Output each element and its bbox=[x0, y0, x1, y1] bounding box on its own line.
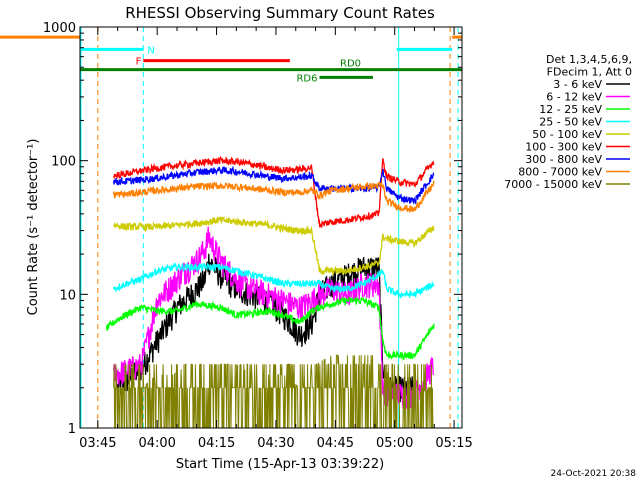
data-series bbox=[105, 155, 435, 429]
series-line-6 bbox=[112, 165, 435, 205]
x-tick-label: 03:45 bbox=[79, 436, 116, 451]
flag-label-n: N bbox=[147, 45, 154, 56]
legend-label: 25 - 50 keV bbox=[539, 116, 602, 129]
legend-header-line-1: FDecim 1, Att 0 bbox=[547, 66, 632, 79]
y-tick-label: 100 bbox=[51, 155, 76, 170]
series-line-4 bbox=[113, 216, 435, 277]
x-tick-label: 05:15 bbox=[435, 436, 472, 451]
y-tick-label: 10 bbox=[59, 288, 76, 303]
plot-frame bbox=[79, 26, 463, 429]
y-axis-label: Count Rate (s⁻¹ detector⁻¹) bbox=[26, 139, 41, 316]
legend-label: 6 - 12 keV bbox=[546, 91, 602, 104]
series-line-2 bbox=[105, 296, 435, 361]
legend-label: 100 - 300 keV bbox=[525, 141, 602, 154]
series-line-8 bbox=[113, 354, 434, 429]
legend-label: 12 - 25 keV bbox=[539, 103, 602, 116]
flag-bars: SNFRD0RD6 bbox=[0, 35, 462, 84]
legend-label: 50 - 100 keV bbox=[532, 128, 602, 141]
y-tick-label: 1 bbox=[68, 422, 76, 437]
flag-label-rd0: RD0 bbox=[340, 59, 361, 70]
footer-timestamp: 24-Oct-2021 20:38 bbox=[551, 469, 637, 479]
legend-label: 800 - 7000 keV bbox=[518, 166, 602, 179]
legend-label: 300 - 800 keV bbox=[525, 153, 602, 166]
legend-header-line-0: Det 1,3,4,5,6,9, bbox=[546, 53, 632, 66]
flag-label-rd6: RD6 bbox=[296, 73, 317, 84]
y-axis: 1 10 100 1000 bbox=[43, 21, 462, 437]
series-line-5 bbox=[113, 155, 435, 228]
series-line-7 bbox=[112, 180, 435, 214]
flag-label-f: F bbox=[136, 57, 142, 68]
x-tick-label: 04:30 bbox=[257, 436, 294, 451]
y-tick-label: 1000 bbox=[43, 21, 76, 36]
x-tick-label: 04:15 bbox=[198, 436, 235, 451]
x-tick-label: 04:00 bbox=[138, 436, 175, 451]
legend-label: 3 - 6 keV bbox=[553, 78, 602, 91]
x-tick-label: 04:45 bbox=[317, 436, 354, 451]
x-axis: 03:45 04:00 04:15 04:30 04:45 05:00 05:15 bbox=[79, 27, 473, 451]
legend: Det 1,3,4,5,6,9,FDecim 1, Att 03 - 6 keV… bbox=[504, 53, 632, 191]
chart-title: RHESSI Observing Summary Count Rates bbox=[125, 4, 435, 22]
series-line-3 bbox=[112, 262, 435, 299]
legend-label: 7000 - 15000 keV bbox=[504, 178, 602, 191]
x-tick-label: 05:00 bbox=[376, 436, 413, 451]
x-axis-label: Start Time (15-Apr-13 03:39:22) bbox=[176, 457, 384, 472]
